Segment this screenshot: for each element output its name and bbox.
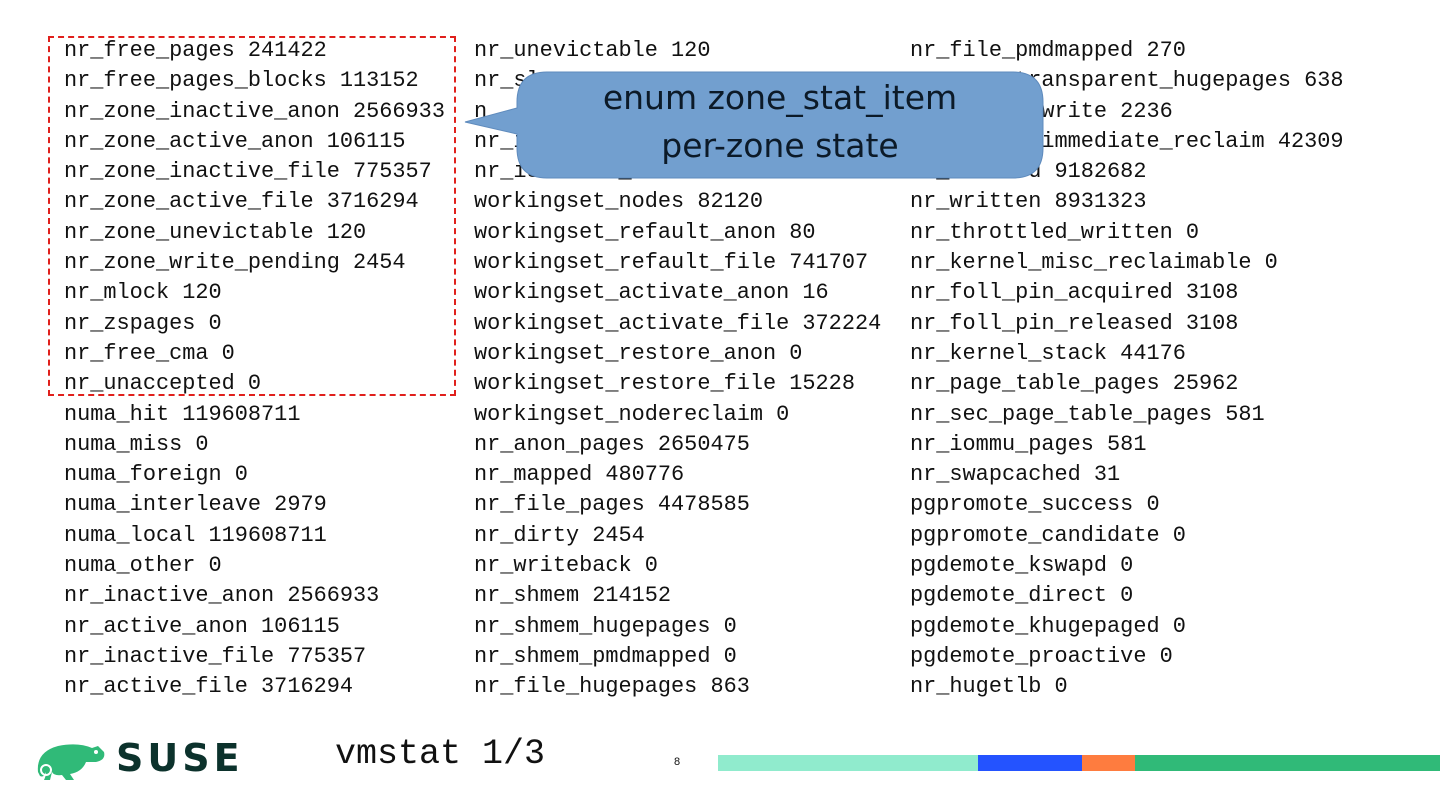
stat-line: nr_zone_active_file 3716294 <box>64 189 419 215</box>
stat-line: workingset_restore_file 15228 <box>474 371 855 397</box>
footer-bar <box>1082 755 1135 771</box>
stat-line: nr_inactive_file 775357 <box>64 643 367 669</box>
stat-line: workingset_nodereclaim 0 <box>474 401 790 427</box>
stat-line: nr_anon_pages 2650475 <box>474 431 750 457</box>
stat-line: nr_active_anon 106115 <box>64 613 340 639</box>
stat-line: pgpromote_candidate 0 <box>910 522 1186 548</box>
stat-line: nr_shmem_hugepages 0 <box>474 613 737 639</box>
stat-line: numa_other 0 <box>64 553 222 579</box>
stat-line: nr_mapped 480776 <box>474 462 685 488</box>
footer-bar <box>718 755 978 771</box>
stat-line: nr_kernel_stack 44176 <box>910 340 1186 366</box>
stat-line: nr_free_pages 241422 <box>64 38 327 63</box>
stat-line: numa_hit 119608711 <box>64 401 301 427</box>
logo-text: SUSE <box>116 736 244 780</box>
slide-title: vmstat 1/3 <box>335 734 546 774</box>
stat-line: nr_writeback 0 <box>474 553 658 579</box>
stat-line: nr_dirty 2454 <box>474 522 645 548</box>
stat-line: workingset_refault_anon 80 <box>474 219 816 245</box>
stat-line: nr_mlock 120 <box>64 280 222 306</box>
stat-line: nr_hugetlb 0 <box>910 674 1068 700</box>
stat-line: nr_unevictable 120 <box>474 38 711 63</box>
stat-line: pgdemote_khugepaged 0 <box>910 613 1186 639</box>
stat-line: numa_local 119608711 <box>64 522 327 548</box>
stat-line: nr_shmem 214152 <box>474 583 672 609</box>
stat-line: nr_written 8931323 <box>910 189 1147 215</box>
stat-line: workingset_nodes 82120 <box>474 189 764 215</box>
stat-line: nr_zspages 0 <box>64 310 222 336</box>
callout-line: enum zone_stat_item <box>602 78 958 117</box>
stat-line: nr_page_table_pages 25962 <box>910 371 1239 397</box>
stat-line: pgdemote_kswapd 0 <box>910 553 1134 579</box>
stat-line: nr_zone_write_pending 2454 <box>64 250 406 276</box>
stat-line: pgdemote_proactive 0 <box>910 643 1173 669</box>
stat-line: pgpromote_success 0 <box>910 492 1160 518</box>
stat-line: numa_foreign 0 <box>64 462 248 488</box>
callout-line: per-zone state <box>661 126 899 165</box>
stat-line: nr_foll_pin_released 3108 <box>910 310 1239 336</box>
stat-line: nr_file_hugepages 863 <box>474 674 750 700</box>
logo-icon <box>37 744 105 780</box>
stat-line: nr_shmem_pmdmapped 0 <box>474 643 737 669</box>
highlight-box <box>48 36 456 396</box>
stat-line: nr_inactive_anon 2566933 <box>64 583 380 609</box>
stat-line: numa_miss 0 <box>64 431 209 457</box>
stat-line: pgdemote_direct 0 <box>910 583 1134 609</box>
stat-line: nr_zone_active_anon 106115 <box>64 128 406 154</box>
stat-line: workingset_activate_file 372224 <box>474 310 882 336</box>
stat-line: nr_iommu_pages 581 <box>910 431 1147 457</box>
stat-line: nr_free_pages_blocks 113152 <box>64 68 419 94</box>
stat-line: nr_file_pages 4478585 <box>474 492 750 518</box>
footer-bar <box>1135 755 1440 771</box>
stat-line: workingset_restore_anon 0 <box>474 340 803 366</box>
stat-line: workingset_activate_anon 16 <box>474 280 829 306</box>
stat-line: nr_kernel_misc_reclaimable 0 <box>910 250 1278 276</box>
stat-line: numa_interleave 2979 <box>64 492 327 518</box>
stat-line: nr_throttled_written 0 <box>910 219 1200 245</box>
stat-line: nr_active_file 3716294 <box>64 674 354 700</box>
stat-line: nr_swapcached 31 <box>910 462 1121 488</box>
footer-bar <box>978 755 1082 771</box>
page-number: 8 <box>674 756 681 768</box>
stat-line: workingset_refault_file 741707 <box>474 250 869 276</box>
stat-line: nr_file_pmdmapped 270 <box>910 38 1186 63</box>
stat-column: nr_free_pages 241422 nr_free_pages_blocks… <box>64 36 445 703</box>
stat-line: nr_foll_pin_acquired 3108 <box>910 280 1239 306</box>
stat-line: nr_zone_unevictable 120 <box>64 219 367 245</box>
stat-line: nr_unaccepted 0 <box>64 371 262 397</box>
stat-line: nr_zone_inactive_file 775357 <box>64 159 432 185</box>
stat-line: nr_zone_inactive_anon 2566933 <box>64 98 445 124</box>
stat-line: nr_free_cma 0 <box>64 340 235 366</box>
stat-line: nr_sec_page_table_pages 581 <box>910 401 1265 427</box>
